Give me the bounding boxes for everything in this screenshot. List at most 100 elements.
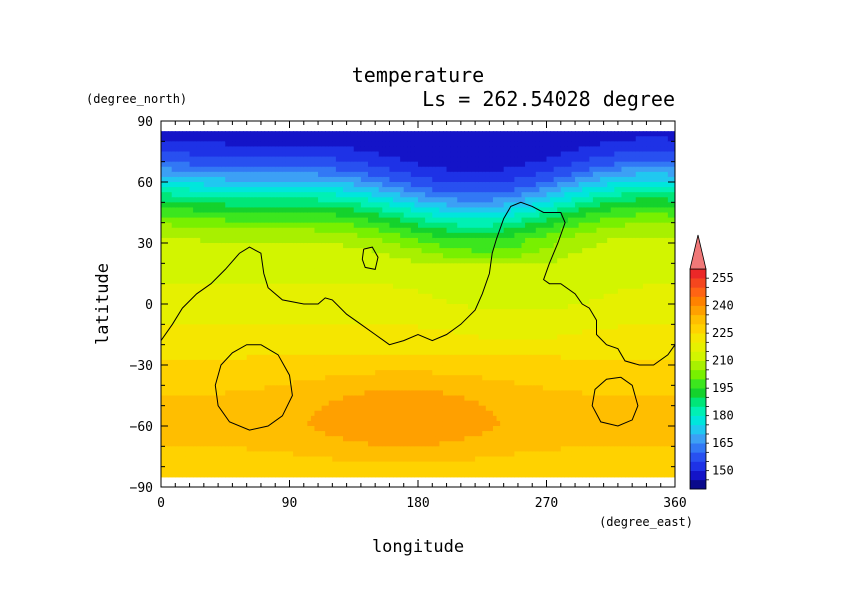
field-cell <box>325 415 330 422</box>
field-cell <box>410 222 416 229</box>
field-cell <box>243 227 248 234</box>
field-cell <box>260 217 266 224</box>
field-cell <box>282 273 287 280</box>
field-cell <box>250 436 255 442</box>
field-cell <box>196 441 201 447</box>
field-cell <box>168 461 173 468</box>
field-cell <box>207 385 212 392</box>
field-cell <box>250 471 255 478</box>
field-cell <box>232 375 237 381</box>
field-cell <box>310 197 316 203</box>
field-cell <box>257 207 262 214</box>
field-cell <box>257 278 262 285</box>
field-cell <box>178 390 184 397</box>
field-cell <box>325 217 330 224</box>
field-cell <box>389 278 394 285</box>
field-cell <box>232 176 237 183</box>
field-cell <box>300 436 305 442</box>
field-cell <box>285 461 291 468</box>
field-cell <box>325 237 330 244</box>
field-cell <box>335 354 341 361</box>
field-cell <box>314 197 319 203</box>
field-cell <box>168 354 173 361</box>
field-cell <box>200 217 205 224</box>
field-cell <box>200 436 205 442</box>
field-cell <box>250 319 255 325</box>
field-cell <box>196 217 201 224</box>
field-cell <box>310 400 316 407</box>
field-cell <box>414 273 419 280</box>
field-cell <box>214 436 219 442</box>
field-cell <box>368 365 373 371</box>
field-cell <box>193 283 198 290</box>
field-cell <box>218 359 223 366</box>
field-cell <box>368 410 373 417</box>
field-cell <box>185 171 191 178</box>
field-cell <box>271 217 276 224</box>
field-cell <box>232 334 237 341</box>
field-cell <box>396 263 401 270</box>
field-cell <box>318 293 323 300</box>
field-cell <box>353 171 358 178</box>
field-cell <box>353 176 358 183</box>
field-cell <box>382 431 387 437</box>
field-cell <box>418 197 423 203</box>
field-cell <box>314 288 319 295</box>
field-cell <box>368 202 373 209</box>
field-cell <box>264 161 269 168</box>
field-cell <box>253 339 258 346</box>
field-cell <box>253 415 258 422</box>
field-cell <box>300 248 305 254</box>
field-cell <box>257 304 262 310</box>
field-cell <box>300 131 305 137</box>
field-cell <box>200 410 205 417</box>
field-cell <box>375 349 380 356</box>
field-cell <box>232 309 237 315</box>
field-cell <box>239 237 244 244</box>
field-cell <box>253 258 258 264</box>
field-cell <box>414 268 419 275</box>
field-cell <box>325 151 330 158</box>
field-cell <box>161 436 166 442</box>
field-cell <box>378 446 383 453</box>
field-cell <box>285 202 291 209</box>
field-cell <box>246 151 251 158</box>
field-cell <box>278 410 283 417</box>
field-cell <box>203 375 208 381</box>
field-cell <box>418 263 423 270</box>
field-cell <box>418 202 423 209</box>
field-cell <box>221 344 226 351</box>
field-cell <box>243 349 248 356</box>
field-cell <box>393 466 398 473</box>
field-cell <box>260 420 266 427</box>
field-cell <box>310 161 316 168</box>
field-cell <box>260 253 266 259</box>
field-cell <box>225 339 230 346</box>
field-cell <box>228 436 233 442</box>
field-cell <box>350 375 355 381</box>
field-cell <box>375 344 380 351</box>
field-cell <box>378 222 383 229</box>
field-cell <box>221 400 226 407</box>
field-cell <box>300 207 305 214</box>
field-cell <box>289 334 294 341</box>
field-cell <box>339 349 344 356</box>
field-cell <box>225 334 230 341</box>
field-cell <box>418 273 423 280</box>
field-cell <box>271 400 276 407</box>
field-cell <box>328 293 333 300</box>
field-cell <box>171 461 176 468</box>
field-cell <box>371 136 376 142</box>
field-cell <box>421 136 426 142</box>
field-cell <box>164 365 169 371</box>
field-cell <box>335 202 341 209</box>
field-cell <box>253 446 258 453</box>
field-cell <box>175 466 180 473</box>
field-cell <box>171 334 176 341</box>
field-cell <box>193 375 198 381</box>
field-cell <box>307 441 312 447</box>
field-cell <box>368 243 373 249</box>
field-cell <box>196 182 201 188</box>
field-cell <box>246 161 251 168</box>
field-cell <box>171 349 176 356</box>
